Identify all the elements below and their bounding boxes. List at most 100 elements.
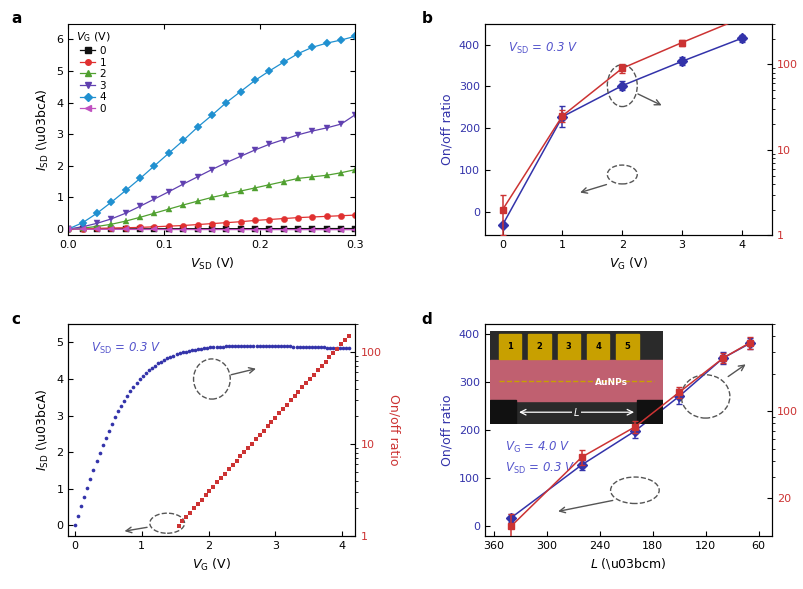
Point [204,343,217,352]
Point [180,512,193,522]
4 [293,50,303,57]
0 [250,225,259,232]
3 [350,111,360,118]
4 [336,37,345,44]
0 [149,225,159,232]
1 [336,212,345,219]
2 [63,226,73,233]
Text: b: b [421,11,432,26]
Point [115,401,128,411]
Point [290,342,303,351]
Point [68,520,81,530]
1 [293,214,303,221]
0 [235,225,245,232]
Text: c: c [11,312,20,326]
Y-axis label: On/off ratio: On/off ratio [439,94,453,165]
4 [164,150,173,157]
1 [164,223,173,230]
Point [179,347,192,356]
X-axis label: $V_{\rm SD}$ (V): $V_{\rm SD}$ (V) [190,256,234,272]
Point [293,342,306,352]
2 [293,175,303,182]
0 [336,225,345,232]
Point [247,341,259,350]
4 [193,124,202,131]
Line: 4: 4 [65,33,358,232]
4 [149,162,159,169]
3 [193,173,202,180]
Text: a: a [11,11,21,26]
4 [120,187,130,194]
Point [336,343,349,353]
0 [336,226,345,233]
Point [317,343,330,352]
Point [71,511,84,520]
1 [221,219,230,226]
Point [338,335,351,345]
Point [319,357,332,366]
0 [78,226,88,233]
Point [216,342,229,351]
Point [84,474,96,483]
Point [139,368,152,378]
0 [279,226,288,233]
2 [178,201,188,209]
Point [256,341,269,350]
Point [330,344,343,353]
Point [127,382,140,392]
Point [145,363,158,372]
Point [105,419,118,429]
4 [107,198,116,206]
3 [321,124,331,131]
Point [311,366,324,375]
0 [63,226,73,233]
4 [279,58,288,65]
1 [178,222,188,229]
0 [321,226,331,233]
4 [92,210,102,217]
Point [342,343,355,353]
3 [221,159,230,166]
Point [272,409,285,418]
4 [178,137,188,144]
Point [276,404,289,413]
0 [149,226,159,233]
0 [279,225,288,232]
0 [135,226,145,233]
3 [135,203,145,210]
2 [235,187,245,194]
Point [164,352,177,362]
0 [164,225,173,232]
1 [135,224,145,231]
0 [321,225,331,232]
2 [308,173,317,180]
Point [136,372,149,381]
0 [178,226,188,233]
2 [92,223,102,230]
1 [92,225,102,232]
Point [300,379,312,388]
1 [78,225,88,232]
Point [90,456,103,466]
Point [213,342,226,352]
Point [250,341,263,350]
X-axis label: $V_{\rm G}$ (V): $V_{\rm G}$ (V) [192,557,231,573]
0 [221,225,230,232]
Point [261,422,274,431]
Point [142,366,155,375]
Point [280,342,293,351]
0 [293,226,303,233]
0 [63,226,73,233]
Point [225,342,238,351]
Point [291,387,304,396]
Point [257,426,270,435]
Legend: 0, 1, 2, 3, 4, 0: 0, 1, 2, 3, 4, 0 [73,29,112,116]
Point [154,357,167,366]
Point [183,508,196,517]
2 [221,191,230,198]
Point [296,342,308,352]
Text: $V_{\rm SD}$ = 0.3 V: $V_{\rm SD}$ = 0.3 V [92,341,161,356]
1 [207,220,217,227]
Point [245,439,258,448]
Point [173,349,185,358]
